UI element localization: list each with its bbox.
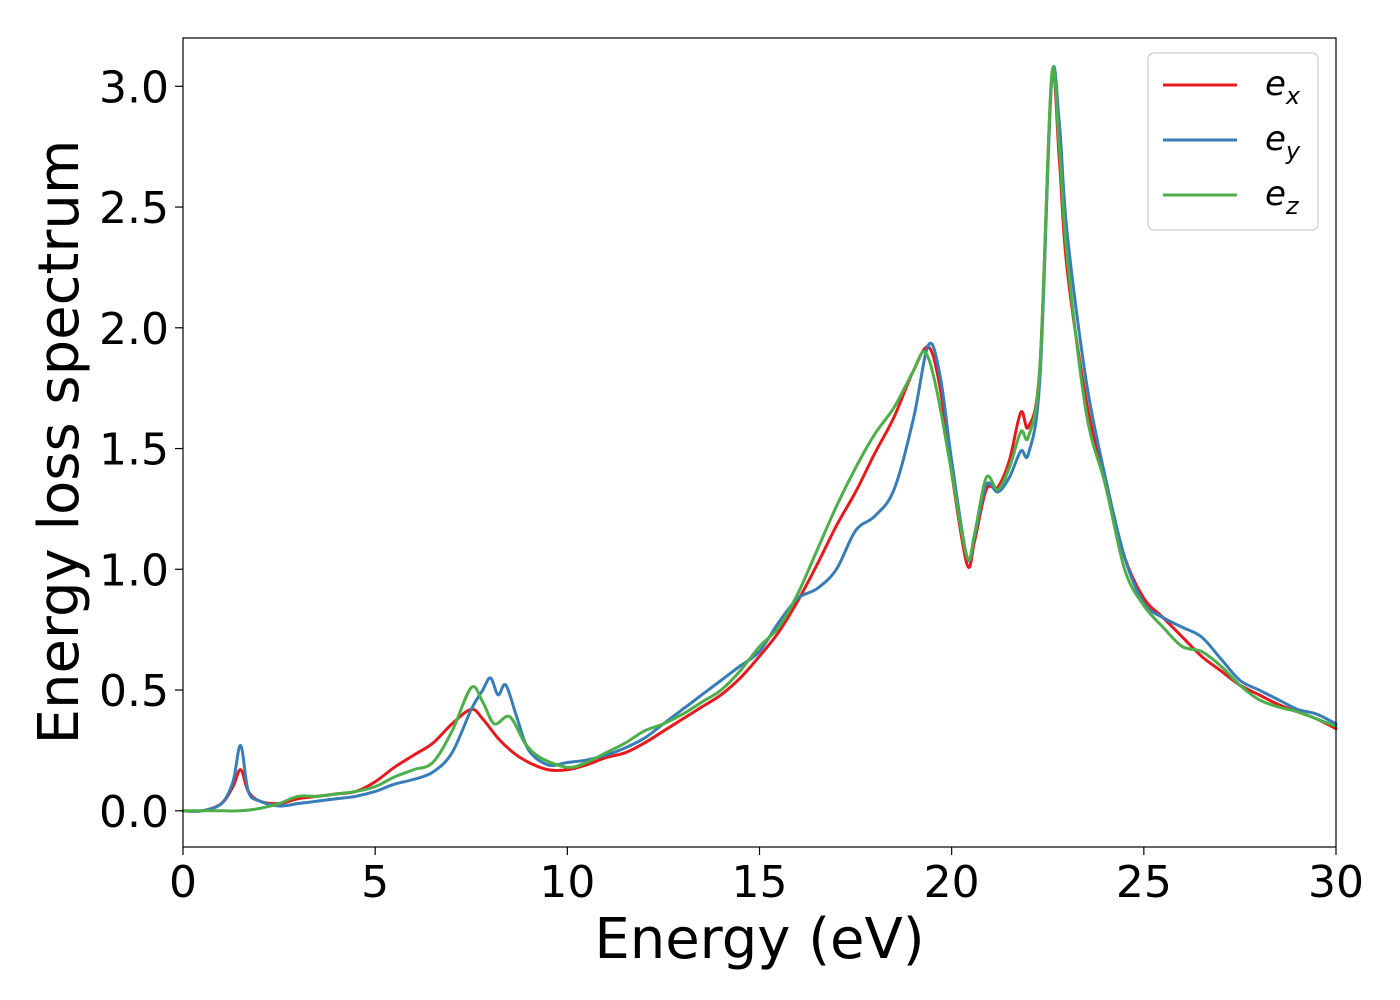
- legend-label-subscript: y: [1285, 137, 1301, 165]
- x-tick-label: 0: [169, 857, 197, 908]
- legend-label-base: e: [1265, 64, 1286, 104]
- y-axis-ticks: 0.0 0.5 1.0 1.5 2.0 2.5 3.0: [99, 62, 183, 838]
- x-tick-label: 15: [732, 857, 788, 908]
- x-tick-label: 30: [1308, 857, 1364, 908]
- y-tick-label: 1.5: [99, 425, 169, 476]
- x-tick-label: 25: [1116, 857, 1172, 908]
- series-line-ey: [181, 65, 1338, 813]
- legend-label-subscript: z: [1285, 192, 1300, 220]
- legend-label-subscript: x: [1285, 82, 1301, 110]
- series-line-ez: [181, 65, 1338, 813]
- x-axis-ticks: 0 5 10 15 20 25 30: [169, 847, 1364, 908]
- y-axis-title: Energy loss spectrum: [27, 140, 92, 745]
- y-tick-label: 2.5: [99, 183, 169, 234]
- x-tick-label: 20: [924, 857, 980, 908]
- legend-label-ex: ex: [1265, 64, 1301, 110]
- legend-label-base: e: [1265, 119, 1286, 159]
- legend-label-ey: ey: [1265, 119, 1301, 165]
- legend-label-ez: ez: [1265, 174, 1300, 220]
- x-tick-label: 5: [361, 857, 389, 908]
- y-tick-label: 2.0: [99, 304, 169, 355]
- y-tick-label: 1.0: [99, 545, 169, 596]
- y-tick-label: 0.0: [99, 787, 169, 838]
- legend-label-base: e: [1265, 174, 1286, 214]
- y-tick-label: 0.5: [99, 666, 169, 717]
- series-lines: [181, 65, 1338, 813]
- y-tick-label: 3.0: [99, 62, 169, 113]
- x-axis-title: Energy (eV): [594, 907, 924, 972]
- x-tick-label: 10: [539, 857, 595, 908]
